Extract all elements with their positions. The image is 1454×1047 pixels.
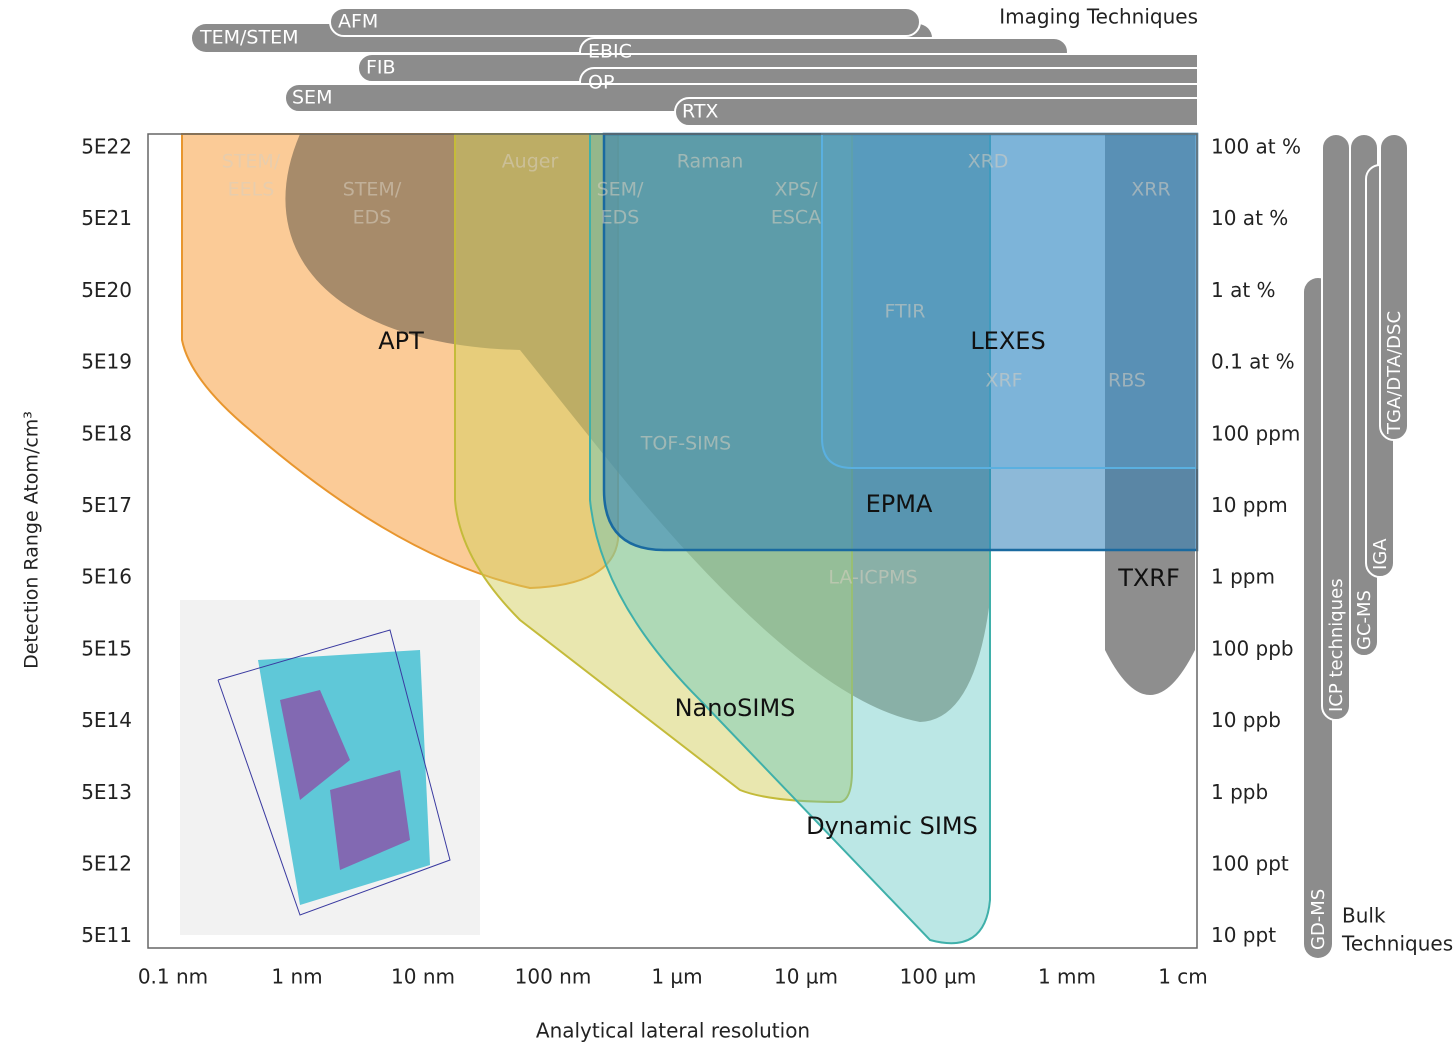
- faint-label: EELS: [228, 179, 275, 201]
- y-tick-label: 5E12: [81, 852, 132, 876]
- faint-label: Auger: [502, 151, 559, 173]
- y2-tick-label: 100 ppt: [1211, 852, 1289, 876]
- bulk-bar-label: TGA/DTA/DSC: [1384, 311, 1405, 435]
- y-tick-label: 5E22: [81, 135, 132, 159]
- faint-label: XRD: [968, 151, 1009, 173]
- y-tick-label: 5E13: [81, 780, 132, 804]
- faint-label: EDS: [353, 207, 392, 229]
- bulk-bar-label: IGA: [1370, 538, 1391, 570]
- y2-tick-label: 10 ppb: [1211, 708, 1281, 732]
- bar: [1379, 133, 1409, 441]
- y-tick-label: 5E20: [81, 278, 132, 302]
- region-label: EPMA: [866, 490, 933, 518]
- regions: [181, 132, 1199, 945]
- bar-label: SEM: [292, 87, 332, 109]
- inset-blob: [280, 690, 350, 800]
- faint-label: SEM/: [597, 179, 644, 201]
- inset-box: [217, 629, 451, 916]
- y2-tick-label: 10 at %: [1211, 206, 1288, 230]
- bar: [329, 7, 921, 37]
- bulk-title: Bulk: [1342, 904, 1386, 928]
- imaging-title: Imaging Techniques: [999, 5, 1198, 29]
- x-axis-label: Analytical lateral resolution: [536, 1019, 810, 1043]
- x-tick-label: 1 cm: [1158, 965, 1208, 989]
- y-tick-label: 5E17: [81, 493, 132, 517]
- faint-label: XRR: [1131, 179, 1170, 201]
- region-label: Dynamic SIMS: [806, 812, 978, 840]
- faint-label: EDS: [601, 207, 640, 229]
- faint-label: LA-ICPMS: [828, 567, 917, 589]
- faint-label: XPS/: [775, 179, 819, 201]
- faint-label: XRF: [985, 370, 1022, 392]
- bulk-bar-label: ICP techniques: [1326, 578, 1347, 712]
- epma-region: [602, 132, 1199, 552]
- lexes-region: [821, 133, 1198, 469]
- y-axis-label: Detection Range Atom/cm³: [21, 411, 43, 669]
- bar-label: EBIC: [588, 41, 632, 63]
- faint-label: Raman: [677, 151, 744, 173]
- bulk-bar-label: GD-MS: [1308, 889, 1329, 950]
- y-tick-label: 5E11: [81, 923, 132, 947]
- x-tick-label: 1 mm: [1038, 965, 1096, 989]
- y2-tick-label: 10 ppt: [1211, 923, 1276, 947]
- y2-tick-label: 1 ppm: [1211, 565, 1275, 589]
- inset-blob: [330, 770, 410, 870]
- y-tick-label: 5E15: [81, 636, 132, 660]
- y2-tick-label: 100 ppb: [1211, 636, 1294, 660]
- bar-label: FIB: [366, 57, 396, 79]
- y-tick-label: 5E21: [81, 206, 132, 230]
- region-label: APT: [378, 327, 424, 355]
- bulk-title: Techniques: [1341, 932, 1453, 956]
- region-label: NanoSIMS: [675, 694, 796, 722]
- y2-tick-label: 1 at %: [1211, 278, 1276, 302]
- faint-label: ESCA: [771, 207, 821, 229]
- y-tick-label: 5E16: [81, 565, 132, 589]
- y2-tick-label: 1 ppb: [1211, 780, 1268, 804]
- x-tick-label: 1 µm: [651, 965, 702, 989]
- region-label: LEXES: [970, 327, 1045, 355]
- y2-tick-label: 100 at %: [1211, 135, 1301, 159]
- faint-label: RBS: [1108, 370, 1146, 392]
- x-tick-label: 10 nm: [391, 965, 455, 989]
- y2-tick-label: 100 ppm: [1211, 421, 1300, 445]
- y2-tick-label: 10 ppm: [1211, 493, 1288, 517]
- bar-label: AFM: [338, 11, 378, 33]
- faint-label: STEM/: [222, 151, 281, 173]
- bar-label: OP: [588, 72, 614, 94]
- bar-label: TEM/STEM: [199, 27, 298, 49]
- bar: [674, 97, 1221, 127]
- faint-label: TOF-SIMS: [640, 433, 731, 455]
- inset-image: [180, 600, 480, 935]
- mask: [1197, 0, 1237, 130]
- plot-frame: [147, 133, 1198, 949]
- y-tick-label: 5E14: [81, 708, 132, 732]
- x-tick-label: 10 µm: [774, 965, 838, 989]
- bulk-bar-label: GC-MS: [1354, 590, 1375, 650]
- x-tick-label: 0.1 nm: [138, 965, 208, 989]
- x-tick-label: 1 nm: [271, 965, 322, 989]
- y2-tick-label: 0.1 at %: [1211, 350, 1295, 374]
- imaging-bars: [192, 0, 1237, 130]
- bar-label: RTX: [682, 101, 718, 123]
- x-tick-label: 100 µm: [900, 965, 977, 989]
- x-tick-label: 100 nm: [515, 965, 592, 989]
- faint-label: STEM/: [343, 179, 402, 201]
- faint-label: FTIR: [884, 301, 925, 323]
- y-tick-label: 5E18: [81, 421, 132, 445]
- bulk-bars: [1304, 133, 1409, 958]
- region-label: TXRF: [1117, 564, 1180, 592]
- y-tick-label: 5E19: [81, 350, 132, 374]
